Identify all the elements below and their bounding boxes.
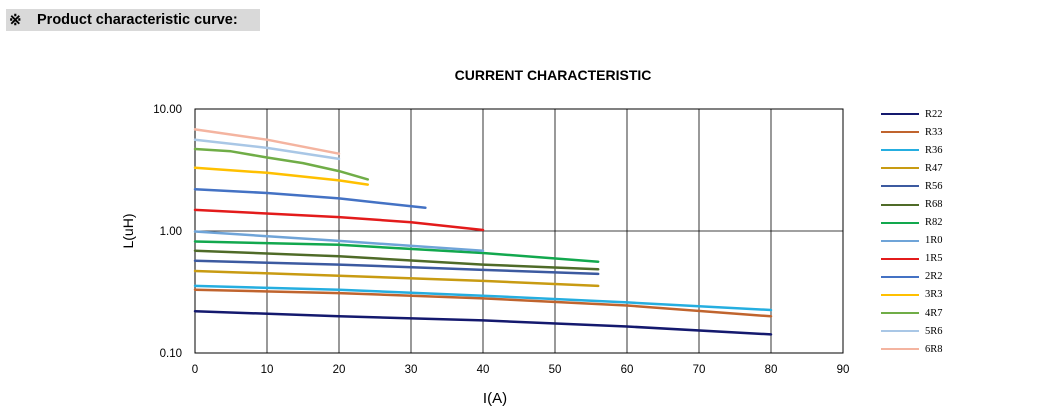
legend-item-1r0: 1R0 [881, 232, 943, 250]
chart-series [193, 128, 773, 336]
legend-item-r56: R56 [881, 177, 943, 195]
legend-label: R33 [925, 126, 943, 138]
legend-label: R47 [925, 162, 943, 174]
series-line-r36 [193, 284, 773, 312]
legend-swatch [881, 167, 919, 170]
y-axis-label: L(uH) [120, 213, 136, 248]
legend-swatch [881, 293, 919, 296]
legend-label: R68 [925, 199, 943, 211]
legend-swatch [881, 239, 919, 242]
legend-swatch [881, 221, 919, 224]
series-line-r82 [193, 240, 600, 263]
reference-mark-icon: ※ [9, 12, 22, 29]
x-tick-label: 90 [837, 364, 850, 376]
x-axis-label: I(A) [483, 390, 507, 407]
chart-axes: 0 10 20 30 40 50 60 70 80 90 0.10 1.00 10.00 [153, 104, 849, 376]
legend-item-r33: R33 [881, 123, 943, 141]
legend-label: 3R3 [925, 289, 943, 301]
legend-label: 5R6 [925, 325, 943, 337]
y-tick-label: 1.00 [160, 226, 182, 238]
legend-label: 4R7 [925, 307, 943, 319]
legend-item-r36: R36 [881, 141, 943, 159]
x-tick-label: 40 [477, 364, 490, 376]
legend-item-5r6: 5R6 [881, 322, 943, 340]
legend-item-4r7: 4R7 [881, 304, 943, 322]
series-line-r68 [193, 249, 600, 271]
x-tick-label: 50 [549, 364, 562, 376]
legend-label: 1R5 [925, 253, 943, 265]
x-tick-label: 30 [405, 364, 418, 376]
y-tick-label: 10.00 [153, 104, 182, 116]
series-line-2r2 [193, 187, 427, 210]
legend-item-r47: R47 [881, 159, 943, 177]
series-line-3r3 [193, 166, 370, 186]
legend-label: R36 [925, 144, 943, 156]
series-line-4r7 [193, 147, 370, 181]
series-line-1r0 [193, 230, 485, 252]
chart-legend: R22 R33 R36 R47 R56 R68 R82 1R0 1R5 2R2 3R3 4R7 5R6 6… [881, 105, 943, 358]
x-tick-label: 0 [192, 364, 198, 376]
series-line-r33 [193, 288, 773, 318]
series-line-5r6 [193, 138, 341, 161]
section-heading: ※ Product characteristic curve: [6, 9, 260, 31]
legend-swatch [881, 312, 919, 315]
chart-title: CURRENT CHARACTERISTIC [455, 67, 652, 83]
legend-label: 1R0 [925, 235, 943, 247]
legend-item-r68: R68 [881, 195, 943, 213]
x-tick-label: 70 [693, 364, 706, 376]
legend-label: R82 [925, 217, 943, 229]
legend-swatch [881, 185, 919, 188]
legend-label: 2R2 [925, 271, 943, 283]
x-tick-label: 20 [333, 364, 346, 376]
legend-label: R22 [925, 108, 943, 120]
legend-swatch [881, 330, 919, 333]
x-tick-label: 60 [621, 364, 634, 376]
legend-swatch [881, 275, 919, 278]
legend-item-1r5: 1R5 [881, 250, 943, 268]
legend-swatch [881, 203, 919, 206]
series-line-6r8 [193, 128, 341, 155]
legend-label: 6R8 [925, 343, 943, 355]
legend-swatch [881, 348, 919, 351]
legend-item-r22: R22 [881, 105, 943, 123]
series-line-r56 [193, 259, 600, 276]
series-line-1r5 [193, 208, 485, 232]
x-tick-label: 80 [765, 364, 778, 376]
legend-item-6r8: 6R8 [881, 340, 943, 358]
legend-item-r82: R82 [881, 214, 943, 232]
x-tick-label: 10 [261, 364, 274, 376]
section-title: Product characteristic curve: [37, 12, 238, 28]
series-line-r22 [193, 309, 773, 336]
legend-item-2r2: 2R2 [881, 268, 943, 286]
legend-swatch [881, 131, 919, 134]
series-line-r47 [193, 269, 600, 288]
legend-swatch [881, 113, 919, 116]
legend-swatch [881, 257, 919, 260]
y-tick-label: 0.10 [160, 348, 182, 360]
legend-swatch [881, 149, 919, 152]
legend-item-3r3: 3R3 [881, 286, 943, 304]
legend-label: R56 [925, 180, 943, 192]
